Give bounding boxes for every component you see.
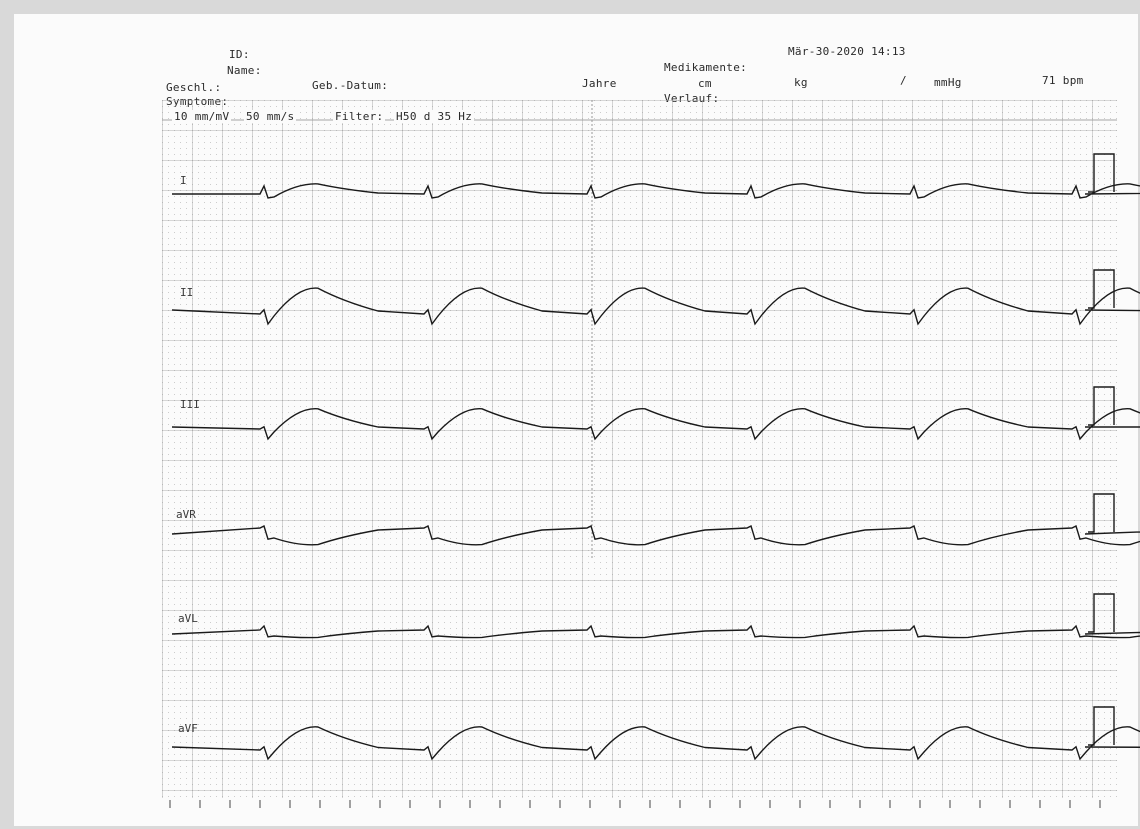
calibration-pulse [1088,706,1115,746]
lead-label-aVF: aVF [178,722,198,735]
name-label: Name: [227,64,262,77]
calibration-pulse [1088,593,1115,633]
lead-label-III: III [180,398,200,411]
lead-label-I: I [180,174,187,187]
dob-label: Geb.-Datum: [312,79,389,92]
medication-label: Medikamente: [664,61,748,74]
height-unit: cm [698,77,712,90]
lead-label-aVL: aVL [178,612,198,625]
ecg-trace-aVR [171,525,1140,546]
bp-separator: / [900,74,907,87]
calibration-pulse [1088,386,1115,426]
ecg-trace-III [171,408,1140,441]
ecg-trace-aVL [171,624,1140,639]
ecg-trace-II [171,287,1140,326]
heart-rate: 71 bpm [1042,74,1084,87]
calibration-pulse [1088,493,1115,533]
ecg-trace-aVF [171,726,1140,761]
lead-label-aVR: aVR [176,508,196,521]
calibration-pulse [1088,153,1115,193]
lead-label-II: II [180,286,194,299]
grid-major [162,100,1117,798]
weight-unit: kg [794,76,808,89]
id-label: ID: [229,48,250,61]
record-datetime: Mär-30-2020 14:13 [788,45,906,58]
years-label: Jahre [582,77,617,90]
ecg-trace-I [172,183,1140,199]
bp-unit: mmHg [934,76,962,89]
filter-value: H50 d 35 Hz [394,110,475,123]
speed-setting: 50 mm/s [244,110,297,123]
filter-label: Filter: [333,110,386,123]
calibration-pulse [1088,269,1115,309]
gain-setting: 10 mm/mV [172,110,232,123]
sex-label: Geschl.: [166,81,222,94]
